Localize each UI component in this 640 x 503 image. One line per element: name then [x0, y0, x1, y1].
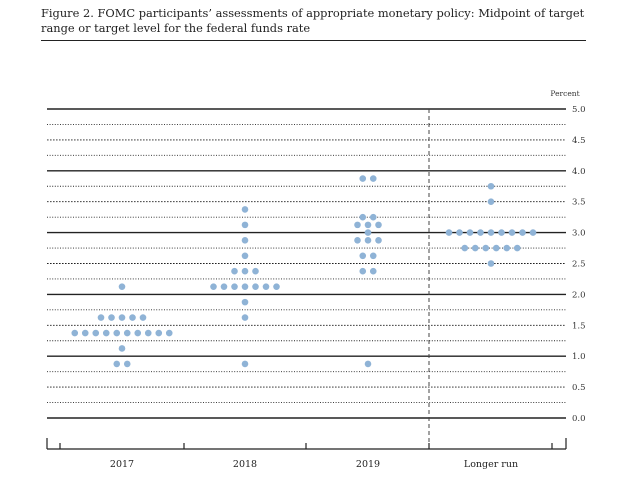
participant-dot: [241, 314, 249, 321]
title-rule: [41, 40, 586, 41]
y-tick-label: 2.0: [572, 290, 586, 300]
y-tick-label: 4.0: [572, 167, 586, 177]
participant-dot: [262, 283, 270, 290]
participant-dot: [129, 314, 136, 321]
participant-dot: [241, 221, 249, 229]
participant-dot: [487, 260, 495, 267]
participant-dot: [369, 175, 377, 182]
x-category-label: Longer run: [464, 459, 518, 470]
y-tick-label: 5.0: [572, 105, 586, 115]
participant-dot: [508, 229, 516, 236]
participant-dot: [118, 283, 126, 290]
participant-dot: [364, 237, 372, 244]
participant-dot: [487, 229, 495, 236]
y-tick-label: 2.5: [572, 260, 586, 270]
participant-dot: [134, 329, 142, 337]
participant-dot: [123, 360, 131, 368]
y-tick-label: 3.0: [572, 229, 586, 239]
participant-dot: [241, 252, 249, 260]
participant-dot: [471, 244, 479, 252]
participant-dot: [364, 360, 372, 368]
participant-dot: [108, 314, 115, 321]
participant-dot: [369, 213, 377, 221]
participant-dot: [466, 229, 474, 236]
participant-dot: [231, 267, 238, 275]
participant-dot: [113, 360, 121, 368]
y-tick-label: 4.5: [572, 136, 586, 146]
participant-dot: [375, 237, 382, 244]
y-tick-labels: 0.0 0.5 1.0 1.5 2.0 2.5 3.0 3.5 4.0 4.5 5.0: [572, 105, 586, 424]
participant-dot: [118, 314, 126, 321]
y-tick-label: 0.0: [572, 414, 586, 424]
participant-dot: [113, 329, 121, 337]
participant-dot: [513, 244, 521, 252]
participant-dot: [241, 237, 249, 244]
gridlines: [47, 108, 566, 450]
participant-dot: [369, 267, 377, 275]
participant-dot: [364, 221, 372, 229]
y-axis-unit-label: Percent: [550, 89, 579, 98]
participant-dot: [155, 329, 163, 337]
participant-dot: [81, 329, 89, 337]
y-tick-label: 1.0: [572, 352, 586, 362]
participant-dot: [492, 244, 500, 252]
participant-dot: [252, 267, 259, 275]
participant-dot: [102, 329, 110, 337]
participant-dot: [359, 175, 367, 182]
participant-dot: [375, 221, 382, 229]
participant-dot: [487, 182, 495, 190]
participant-dot: [354, 237, 361, 244]
figure-title: Figure 2. FOMC participants’ assessments…: [41, 6, 585, 35]
participant-dot: [461, 244, 469, 252]
participant-dot: [445, 229, 453, 236]
participant-dot: [92, 329, 100, 337]
y-tick-label: 3.5: [572, 198, 586, 208]
participant-dot: [359, 213, 367, 221]
participant-dot: [359, 267, 367, 275]
participant-dot: [487, 198, 495, 205]
y-tick-label: 0.5: [572, 383, 586, 393]
participant-dot: [456, 229, 463, 236]
participant-dot: [97, 314, 105, 321]
participant-dot: [519, 229, 526, 236]
participant-dot: [241, 283, 249, 290]
participant-dot: [273, 283, 280, 290]
participant-dot: [71, 329, 79, 337]
participant-dot: [231, 283, 238, 290]
participant-dot: [118, 345, 126, 352]
participant-dot: [252, 283, 259, 290]
participant-dot: [165, 329, 173, 337]
x-category-label: 2019: [356, 459, 380, 470]
participant-dot: [144, 329, 152, 337]
participant-dot: [241, 267, 249, 275]
x-category-labels: 2017 2018 2019 Longer run: [110, 459, 518, 470]
x-category-label: 2018: [233, 459, 257, 470]
dots: [71, 175, 537, 368]
participant-dot: [210, 283, 217, 290]
participant-dot: [477, 229, 484, 236]
participant-dot: [241, 298, 249, 306]
participant-dot: [241, 360, 249, 368]
participant-dot: [359, 252, 367, 260]
participant-dot: [482, 244, 490, 252]
participant-dot: [123, 329, 131, 337]
participant-dot: [220, 283, 228, 290]
x-category-label: 2017: [110, 459, 134, 470]
participant-dot: [369, 252, 377, 260]
x-axis: [46, 438, 567, 450]
participant-dot: [354, 221, 361, 229]
participant-dot: [139, 314, 147, 321]
participant-dot: [364, 229, 372, 236]
participant-dot: [241, 206, 249, 213]
y-tick-label: 1.5: [572, 321, 586, 331]
participant-dot: [498, 229, 505, 236]
participant-dot: [529, 229, 537, 236]
participant-dot: [503, 244, 511, 252]
